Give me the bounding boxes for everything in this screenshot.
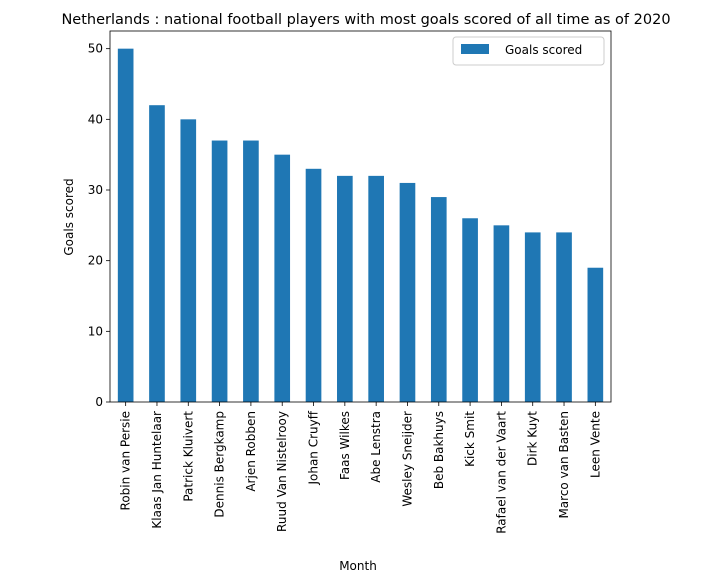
legend-box xyxy=(452,36,605,66)
x-tick-label: Patrick Kluivert xyxy=(181,411,195,502)
x-tick-label: Leen Vente xyxy=(588,411,602,478)
x-tick-label: Faas Wilkes xyxy=(338,411,352,480)
x-tick-label: Dennis Bergkamp xyxy=(213,411,227,518)
legend: Goals scored xyxy=(452,36,605,66)
x-tick-label: Ruud Van Nistelrooy xyxy=(275,411,289,532)
y-axis-ticks: 0 10 20 30 40 50 xyxy=(88,42,110,409)
bars-group xyxy=(117,48,604,403)
bar xyxy=(274,154,291,402)
bar xyxy=(368,175,384,402)
chart-title: Netherlands : national football players … xyxy=(61,12,670,28)
bar xyxy=(337,175,353,402)
x-tick-label: Wesley Sneijder xyxy=(400,411,414,507)
y-tick-label: 20 xyxy=(88,254,103,268)
x-axis-ticks: Robin van Persie Klaas Jan Huntelaar Patri… xyxy=(119,402,602,534)
bar xyxy=(211,140,228,403)
bar xyxy=(305,168,322,402)
y-axis-label: Goals scored xyxy=(62,178,76,255)
x-tick-label: Beb Bakhuys xyxy=(432,411,446,489)
bar xyxy=(587,267,604,402)
legend-swatch xyxy=(461,44,489,54)
bar xyxy=(524,232,541,402)
y-tick-label: 30 xyxy=(88,183,103,197)
x-tick-label: Dirk Kuyt xyxy=(526,411,540,466)
x-tick-label: Klaas Jan Huntelaar xyxy=(150,411,164,529)
bar xyxy=(399,182,416,402)
bar xyxy=(493,225,510,402)
x-tick-label: Johan Cruyff xyxy=(307,410,321,485)
x-tick-label: Arjen Robben xyxy=(244,411,258,492)
bar xyxy=(149,105,165,402)
x-axis-label: Month xyxy=(339,559,377,573)
x-tick-label: Marco van Basten xyxy=(557,411,571,519)
x-tick-label: Robin van Persie xyxy=(119,411,133,510)
bar xyxy=(556,232,572,402)
y-tick-label: 40 xyxy=(88,112,103,126)
plot-frame xyxy=(109,30,612,403)
x-tick-label: Rafael van der Vaart xyxy=(494,411,508,534)
y-tick-label: 50 xyxy=(88,42,103,56)
bar xyxy=(180,119,197,402)
y-tick-label: 10 xyxy=(88,324,103,338)
legend-label: Goals scored xyxy=(505,43,582,57)
x-tick-label: Abe Lenstra xyxy=(369,411,383,483)
bar xyxy=(243,140,259,403)
x-tick-label: Kick Smit xyxy=(463,411,477,467)
y-tick-label: 0 xyxy=(95,395,103,409)
bar xyxy=(430,197,447,402)
bar xyxy=(117,48,134,403)
bar xyxy=(462,218,478,402)
